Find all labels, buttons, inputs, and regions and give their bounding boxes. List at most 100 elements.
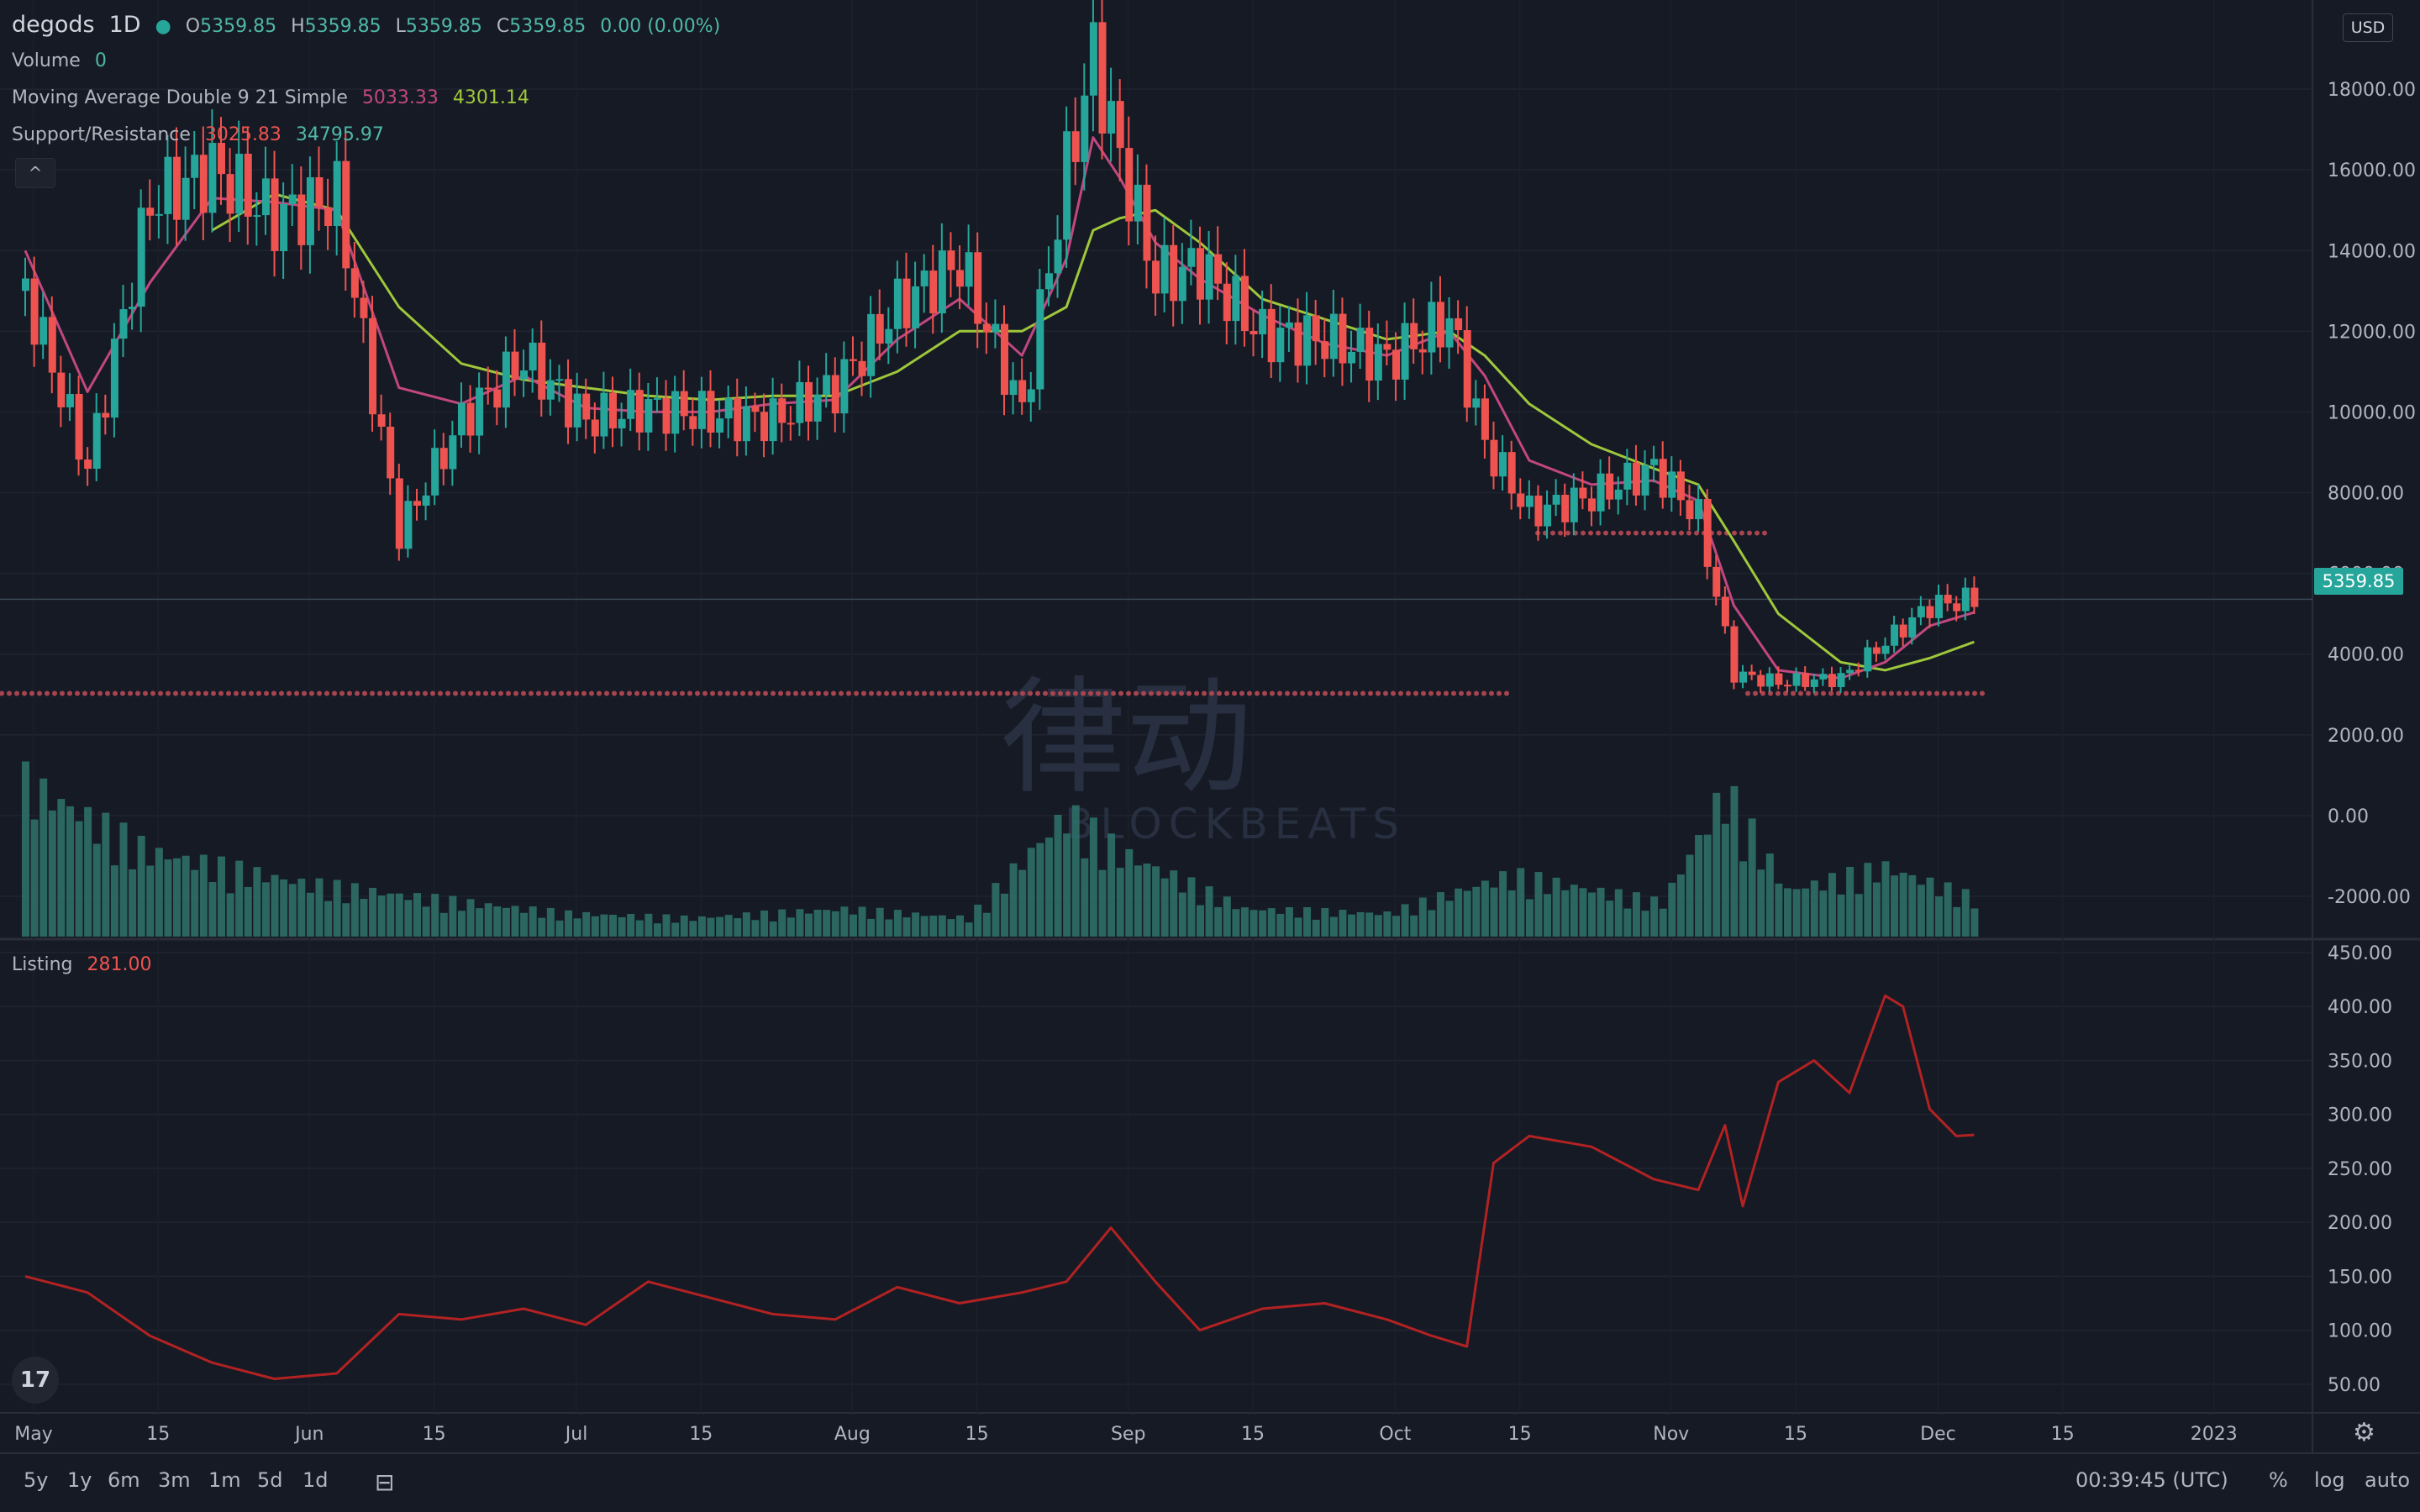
volume-bar: [769, 921, 777, 937]
support-dot: [150, 690, 155, 696]
support-dot: [1081, 690, 1086, 696]
support-dot: [1686, 530, 1691, 536]
candle-body: [1534, 495, 1543, 527]
goto-date-icon[interactable]: ⊟: [375, 1468, 395, 1496]
price-tick-label: 18000.00: [2328, 80, 2416, 101]
volume-bars: [22, 761, 1979, 937]
support-dot: [1671, 530, 1676, 536]
support-dot: [544, 690, 549, 696]
support-dot: [1942, 690, 1947, 696]
range-1d-button[interactable]: 1d: [302, 1468, 329, 1492]
volume-bar: [885, 919, 893, 937]
support-dot: [536, 690, 541, 696]
candle-body: [1455, 318, 1463, 331]
volume-bar: [1018, 869, 1027, 937]
support-dot: [1300, 690, 1305, 696]
auto-toggle[interactable]: auto: [2365, 1468, 2411, 1492]
volume-bar: [760, 910, 769, 937]
range-5y-button[interactable]: 5y: [24, 1468, 49, 1492]
time-tick-label: 2023: [2191, 1424, 2238, 1445]
support-dot: [1466, 690, 1471, 696]
support-dot: [1353, 690, 1358, 696]
support-dot: [415, 690, 420, 696]
candle-body: [1686, 500, 1694, 520]
candle-body: [1891, 624, 1899, 646]
time-tick-label: 15: [1241, 1424, 1265, 1445]
support-dot: [1753, 690, 1758, 696]
candle-body: [1864, 647, 1872, 672]
utc-clock[interactable]: 00:39:45 (UTC): [2075, 1468, 2228, 1492]
candle-body: [902, 278, 911, 328]
volume-bar: [1623, 908, 1632, 937]
support-dot: [1732, 530, 1737, 536]
volume-bar: [618, 916, 626, 937]
support-dot: [1141, 690, 1146, 696]
candle-body: [164, 156, 172, 214]
ma-legend[interactable]: Moving Average Double 9 21 Simple 5033.3…: [12, 87, 538, 108]
volume-bar: [1641, 911, 1649, 937]
volume-bar: [1063, 833, 1071, 937]
support-dot: [1451, 690, 1456, 696]
support-dot: [211, 690, 216, 696]
candle-body: [716, 418, 724, 433]
candle-body: [965, 252, 973, 287]
support-dot: [1111, 690, 1116, 696]
support-dot: [574, 690, 579, 696]
support-dot: [355, 690, 360, 696]
candle-body: [1436, 302, 1444, 348]
range-1y-button[interactable]: 1y: [67, 1468, 92, 1492]
volume-bar: [1383, 911, 1392, 937]
candle-body: [1935, 595, 1944, 618]
price-tick-label: 16000.00: [2328, 160, 2416, 181]
volume-bar: [1089, 817, 1097, 937]
range-3m-button[interactable]: 3m: [158, 1468, 191, 1492]
candle-body: [137, 207, 145, 307]
support-dot: [1406, 690, 1411, 696]
log-toggle[interactable]: log: [2314, 1468, 2345, 1492]
support-dot: [710, 690, 715, 696]
support-dot: [733, 690, 738, 696]
volume-bar: [689, 921, 697, 937]
volume-bar: [831, 911, 839, 937]
symbol-interval[interactable]: 1D: [108, 12, 141, 38]
range-6m-button[interactable]: 6m: [108, 1468, 140, 1492]
tradingview-logo[interactable]: 17: [12, 1357, 59, 1404]
percent-toggle[interactable]: %: [2269, 1468, 2288, 1492]
range-5d-button[interactable]: 5d: [257, 1468, 283, 1492]
support-dot: [1020, 690, 1025, 696]
support-dot: [657, 690, 662, 696]
listing-tick-label: 450.00: [2328, 943, 2392, 964]
volume-bar: [1490, 887, 1498, 937]
volume-legend[interactable]: Volume 0: [12, 50, 115, 71]
volume-bar: [129, 869, 137, 937]
collapse-legend-button[interactable]: ^: [15, 158, 55, 188]
support-dot: [1330, 690, 1335, 696]
range-1m-button[interactable]: 1m: [208, 1468, 241, 1492]
volume-bar: [1908, 874, 1917, 937]
support-dot: [1626, 530, 1631, 536]
volume-bar: [191, 869, 199, 937]
volume-bar: [1854, 894, 1863, 937]
listing-label: Listing: [12, 954, 73, 975]
settings-gear-icon[interactable]: ⚙: [2353, 1418, 2375, 1447]
listing-legend[interactable]: Listing 281.00: [12, 954, 160, 975]
candle-body: [1187, 248, 1196, 267]
volume-bar: [929, 916, 938, 937]
support-dot: [1444, 690, 1449, 696]
currency-badge[interactable]: USD: [2343, 13, 2393, 42]
sr-support-value: 3025.83: [204, 124, 281, 145]
volume-bar: [1775, 883, 1783, 937]
candle-body: [591, 419, 599, 437]
candle-body: [1044, 273, 1053, 290]
sr-legend[interactable]: Support/Resistance 3025.83 34795.97: [12, 124, 392, 145]
support-dot: [1391, 690, 1396, 696]
support-dot: [718, 690, 723, 696]
volume-bar: [1784, 888, 1791, 937]
symbol-name[interactable]: degods: [12, 12, 95, 38]
support-dot: [1428, 690, 1434, 696]
candle-body: [1970, 587, 1979, 607]
candle-body: [1703, 499, 1712, 567]
volume-bar: [280, 879, 288, 937]
volume-bar: [1606, 900, 1614, 937]
